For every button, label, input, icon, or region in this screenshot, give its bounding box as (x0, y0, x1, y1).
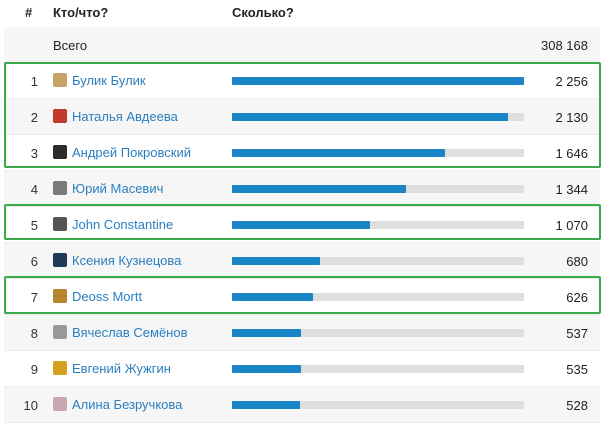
bar-track (232, 113, 524, 121)
rank: 5 (30, 218, 38, 233)
avatar[interactable] (53, 289, 67, 303)
count-value: 1 070 (555, 218, 588, 233)
header-rank: # (25, 5, 33, 20)
count-value: 537 (566, 326, 588, 341)
table-row: 9 Евгений Жужгин 535 (4, 351, 600, 387)
table-row: 10 Алина Безручкова 528 (4, 387, 600, 423)
bar-fill (232, 221, 371, 229)
total-row: Всего 308 168 (4, 27, 600, 63)
ranking-table: Всего 308 168 1 Булик Булик 2 256 2 Ната… (0, 27, 604, 423)
user-link[interactable]: Вячеслав Семёнов (72, 325, 188, 340)
rank: 8 (30, 326, 38, 341)
bar-track (232, 185, 524, 193)
avatar[interactable] (53, 361, 67, 375)
total-value: 308 168 (541, 38, 588, 53)
table-row: 7 Deoss Mortt 626 (4, 279, 600, 315)
user-link[interactable]: Евгений Жужгин (72, 361, 171, 376)
user-link[interactable]: Наталья Авдеева (72, 109, 178, 124)
table-row: 4 Юрий Масевич 1 344 (4, 171, 600, 207)
bar-fill (232, 365, 302, 373)
bar-track (232, 149, 524, 157)
bar-track (232, 293, 524, 301)
rank: 3 (30, 146, 38, 161)
bar-track (232, 221, 524, 229)
user-link[interactable]: Deoss Mortt (72, 289, 143, 304)
bar-fill (232, 293, 313, 301)
bar-fill (232, 149, 446, 157)
total-label: Всего (53, 38, 88, 53)
bar-fill (232, 113, 508, 121)
bar-track (232, 365, 524, 373)
user-link[interactable]: Юрий Масевич (72, 181, 164, 196)
user-link[interactable]: Алина Безручкова (72, 397, 183, 412)
count-value: 626 (566, 290, 588, 305)
table-row: 8 Вячеслав Семёнов 537 (4, 315, 600, 351)
avatar[interactable] (53, 145, 67, 159)
rank: 2 (30, 110, 38, 125)
table-row: 3 Андрей Покровский 1 646 (4, 135, 600, 171)
avatar[interactable] (53, 217, 67, 231)
table-row: 6 Ксения Кузнецова 680 (4, 243, 600, 279)
table-row: 2 Наталья Авдеева 2 130 (4, 99, 600, 135)
avatar[interactable] (53, 253, 67, 267)
table-header: # Кто/что? Сколько? (0, 0, 604, 26)
bar-track (232, 77, 524, 85)
bar-fill (232, 257, 320, 265)
user-link[interactable]: Ксения Кузнецова (72, 253, 182, 268)
avatar[interactable] (53, 73, 67, 87)
header-how-much: Сколько? (232, 5, 294, 20)
bar-track (232, 401, 524, 409)
user-link[interactable]: Андрей Покровский (72, 145, 191, 160)
bar-fill (232, 185, 407, 193)
count-value: 1 344 (555, 182, 588, 197)
bar-track (232, 257, 524, 265)
rank: 9 (30, 362, 38, 377)
avatar[interactable] (53, 109, 67, 123)
count-value: 2 256 (555, 74, 588, 89)
rank: 4 (30, 182, 38, 197)
rank: 1 (30, 74, 38, 89)
avatar[interactable] (53, 181, 67, 195)
bar-fill (232, 77, 524, 85)
count-value: 535 (566, 362, 588, 377)
bar-fill (232, 329, 302, 337)
rank: 7 (30, 290, 38, 305)
bar-fill (232, 401, 301, 409)
table-row: 5 John Constantine 1 070 (4, 207, 600, 243)
count-value: 680 (566, 254, 588, 269)
rank: 6 (30, 254, 38, 269)
count-value: 2 130 (555, 110, 588, 125)
bar-track (232, 329, 524, 337)
avatar[interactable] (53, 397, 67, 411)
table-row: 1 Булик Булик 2 256 (4, 63, 600, 99)
user-link[interactable]: John Constantine (72, 217, 174, 232)
user-link[interactable]: Булик Булик (72, 73, 146, 88)
rank: 10 (23, 398, 38, 413)
avatar[interactable] (53, 325, 67, 339)
count-value: 528 (566, 398, 588, 413)
count-value: 1 646 (555, 146, 588, 161)
header-who: Кто/что? (53, 5, 109, 20)
